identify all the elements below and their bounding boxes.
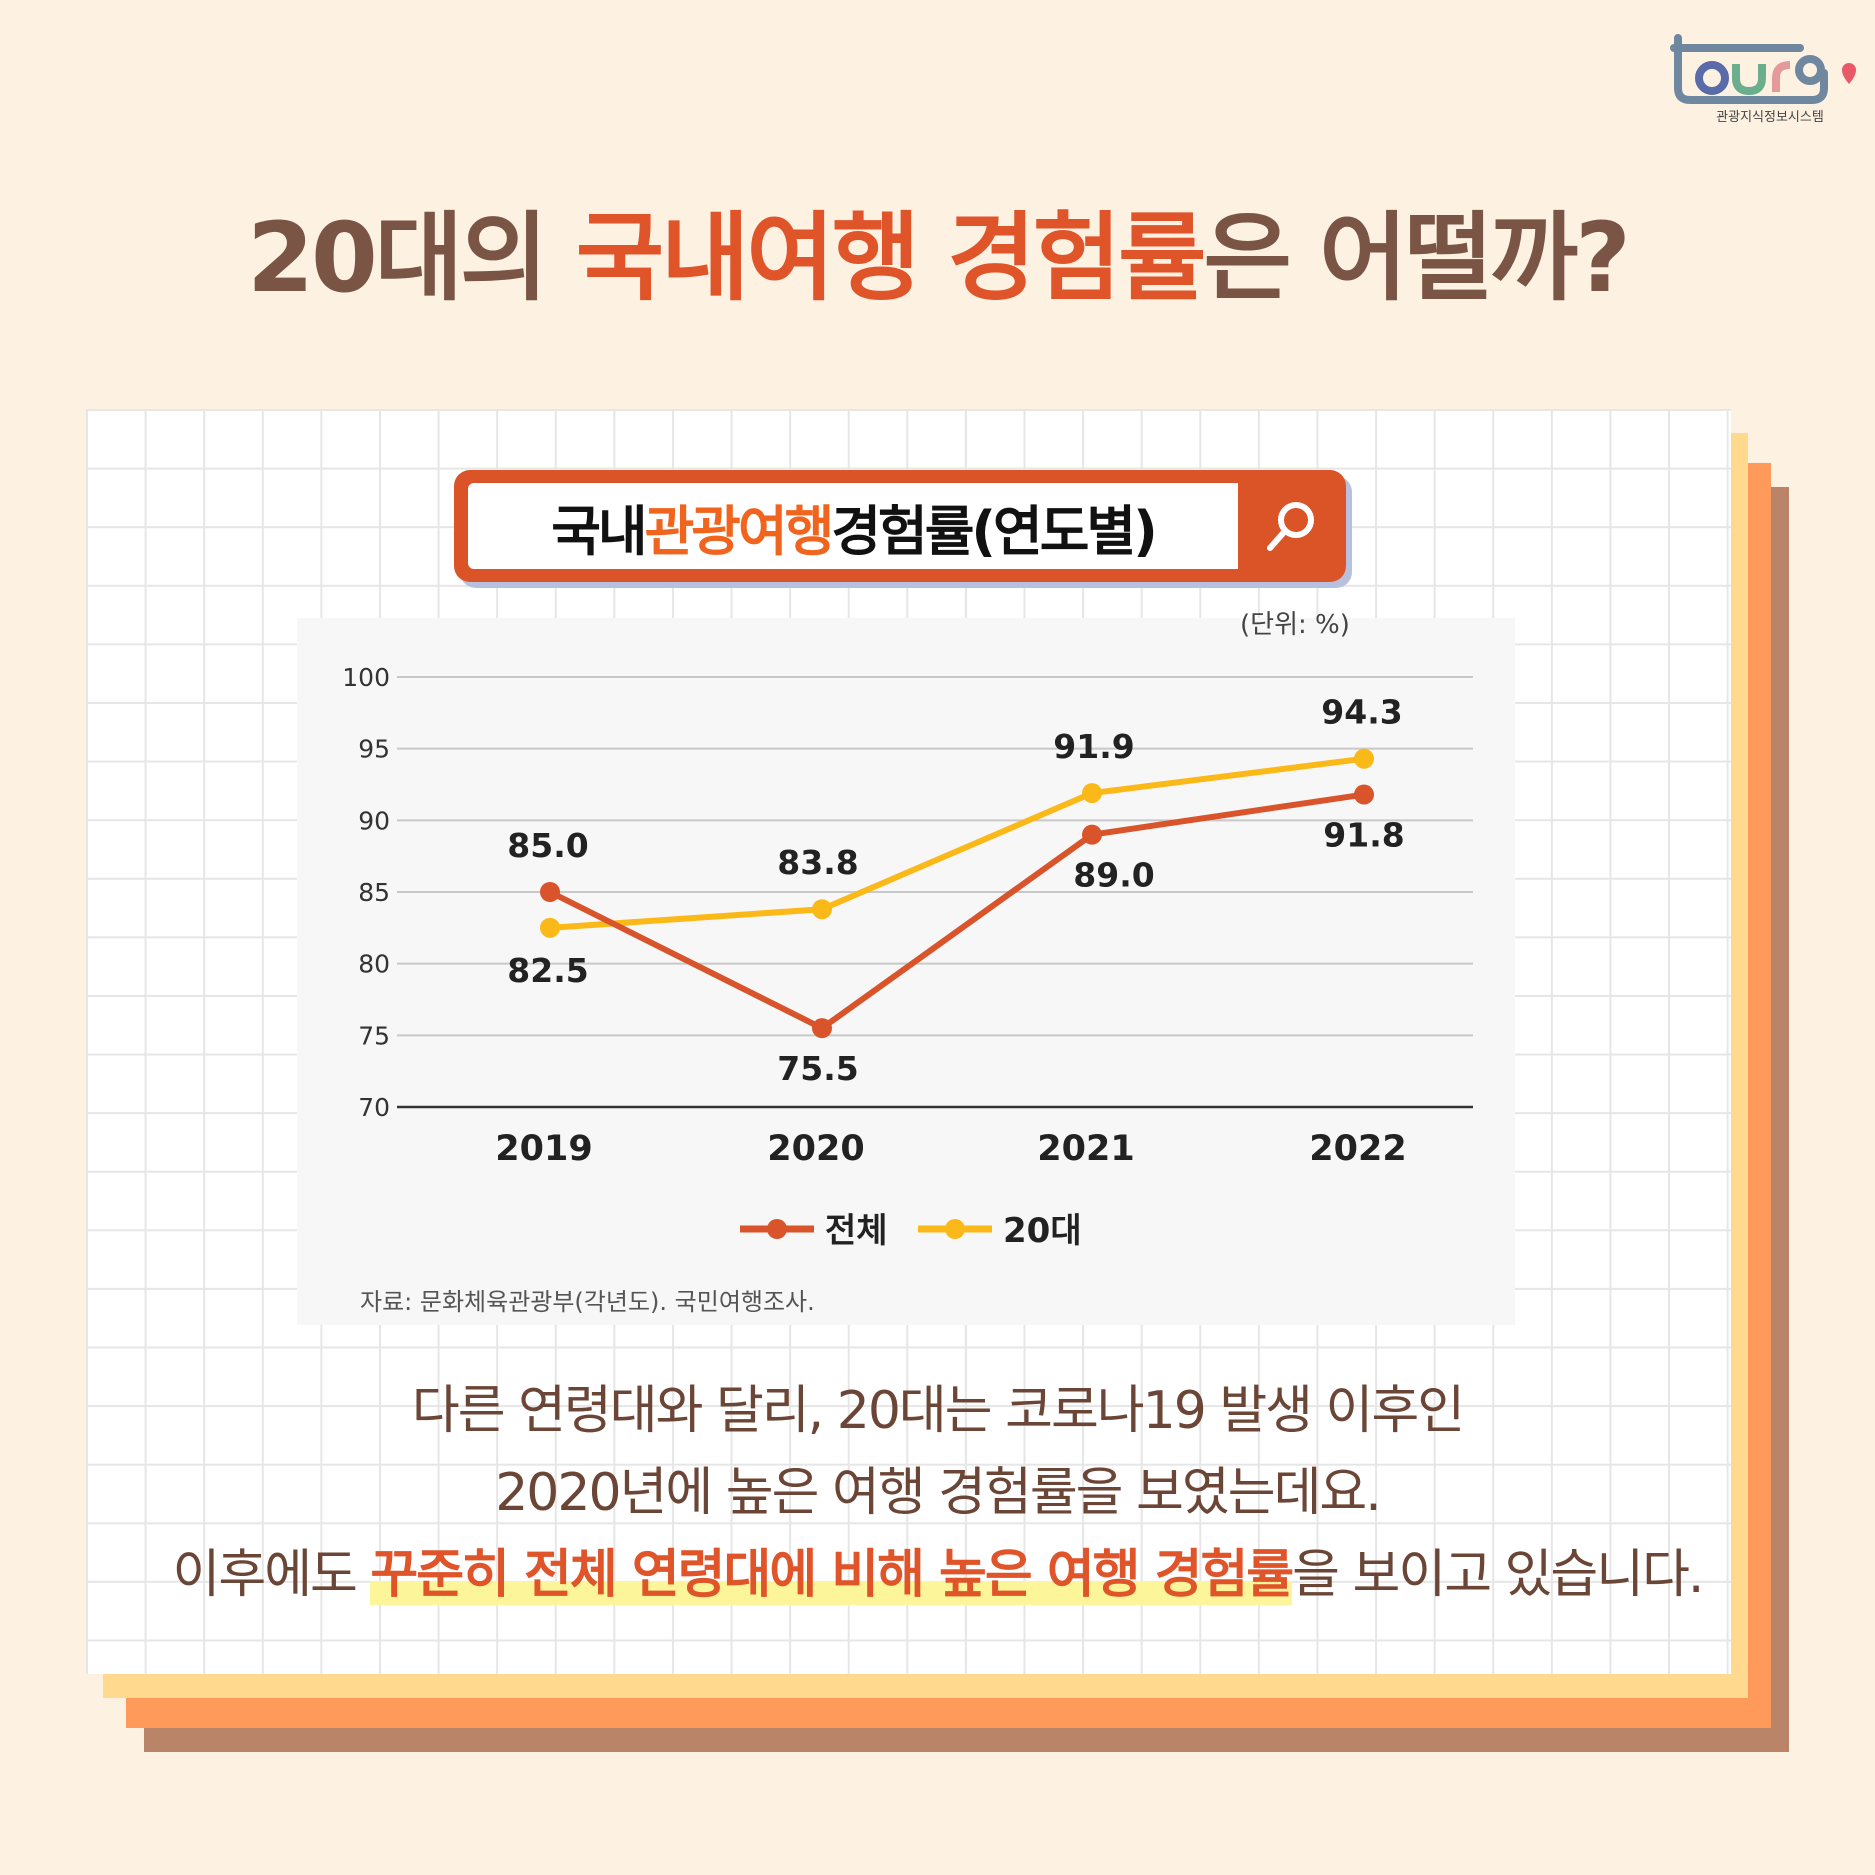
title-part1: 20대의 xyxy=(247,202,576,314)
data-label: 75.5 xyxy=(777,1049,858,1088)
chart-title-searchbox: 국내 관광여행 경험률(연도별) xyxy=(454,470,1346,582)
unit-label: (단위: %) xyxy=(1240,610,1350,640)
data-label: 85.0 xyxy=(507,826,588,865)
chart-title: 국내 관광여행 경험률(연도별) xyxy=(468,483,1238,569)
line3-emphasis: 꾸준히 전체 연령대에 비해 높은 여행 경험률 xyxy=(370,1545,1294,1605)
y-tick-label: 90 xyxy=(358,806,390,835)
data-label: 94.3 xyxy=(1321,693,1402,732)
data-point xyxy=(1082,824,1102,845)
logo-subtitle: 관광지식정보시스템 xyxy=(1716,110,1824,125)
data-point xyxy=(812,1018,832,1039)
search-icon xyxy=(1267,502,1314,551)
series-line-total xyxy=(548,791,1365,1032)
legend-label: 전체 xyxy=(825,1211,888,1251)
page-title: 20대의 국내여행 경험률은 어떨까? xyxy=(0,180,1875,319)
y-tick-label: 100 xyxy=(342,663,390,692)
data-point xyxy=(540,882,560,902)
data-point xyxy=(540,917,560,938)
tour9-logo xyxy=(1670,34,1856,104)
data-label: 91.8 xyxy=(1323,816,1404,855)
y-tick-label: 80 xyxy=(358,950,390,979)
data-label: 82.5 xyxy=(507,951,588,990)
data-point xyxy=(1354,748,1374,769)
description-line2: 2020년에 높은 여행 경험률을 보였는데요. xyxy=(495,1463,1382,1523)
legend-marker xyxy=(945,1219,965,1239)
x-tick-label: 2019 xyxy=(495,1129,592,1169)
chart-source: 자료: 문화체육관광부(각년도). 국민여행조사. xyxy=(360,1288,815,1316)
y-tick-label: 75 xyxy=(358,1021,390,1050)
title-highlight: 국내여행 경험률 xyxy=(575,202,1207,314)
line3-pre: 이후에도 xyxy=(172,1545,371,1605)
chart-title-part1: 국내 xyxy=(551,499,647,563)
x-tick-label: 2021 xyxy=(1037,1129,1134,1169)
data-label: 91.9 xyxy=(1053,727,1134,766)
line3-post: 을 보이고 있습니다. xyxy=(1292,1545,1704,1605)
title-part2: 은 어떨까? xyxy=(1203,202,1630,314)
x-tick-label: 2020 xyxy=(767,1129,864,1169)
chart-title-highlight: 관광여행 xyxy=(644,499,835,563)
y-tick-label: 95 xyxy=(358,735,390,764)
legend-marker xyxy=(767,1219,787,1239)
y-tick-label: 70 xyxy=(358,1093,390,1122)
legend-label: 20대 xyxy=(1003,1211,1082,1251)
data-point xyxy=(812,899,832,920)
description-line3: 이후에도 꾸준히 전체 연령대에 비해 높은 여행 경험률을 보이고 있습니다. xyxy=(0,1534,1875,1616)
y-tick-label: 85 xyxy=(358,878,390,907)
description: 다른 연령대와 달리, 20대는 코로나19 발생 이후인 2020년에 높은 … xyxy=(0,1370,1875,1616)
chart-title-part2: 경험률(연도별) xyxy=(831,499,1157,563)
data-point xyxy=(1082,783,1102,804)
data-label: 89.0 xyxy=(1073,856,1154,895)
series-line-20s xyxy=(549,755,1365,931)
description-line1: 다른 연령대와 달리, 20대는 코로나19 발생 이후인 xyxy=(411,1381,1465,1441)
x-tick-label: 2022 xyxy=(1309,1129,1406,1169)
data-point xyxy=(1354,784,1374,805)
data-label: 83.8 xyxy=(777,843,858,882)
